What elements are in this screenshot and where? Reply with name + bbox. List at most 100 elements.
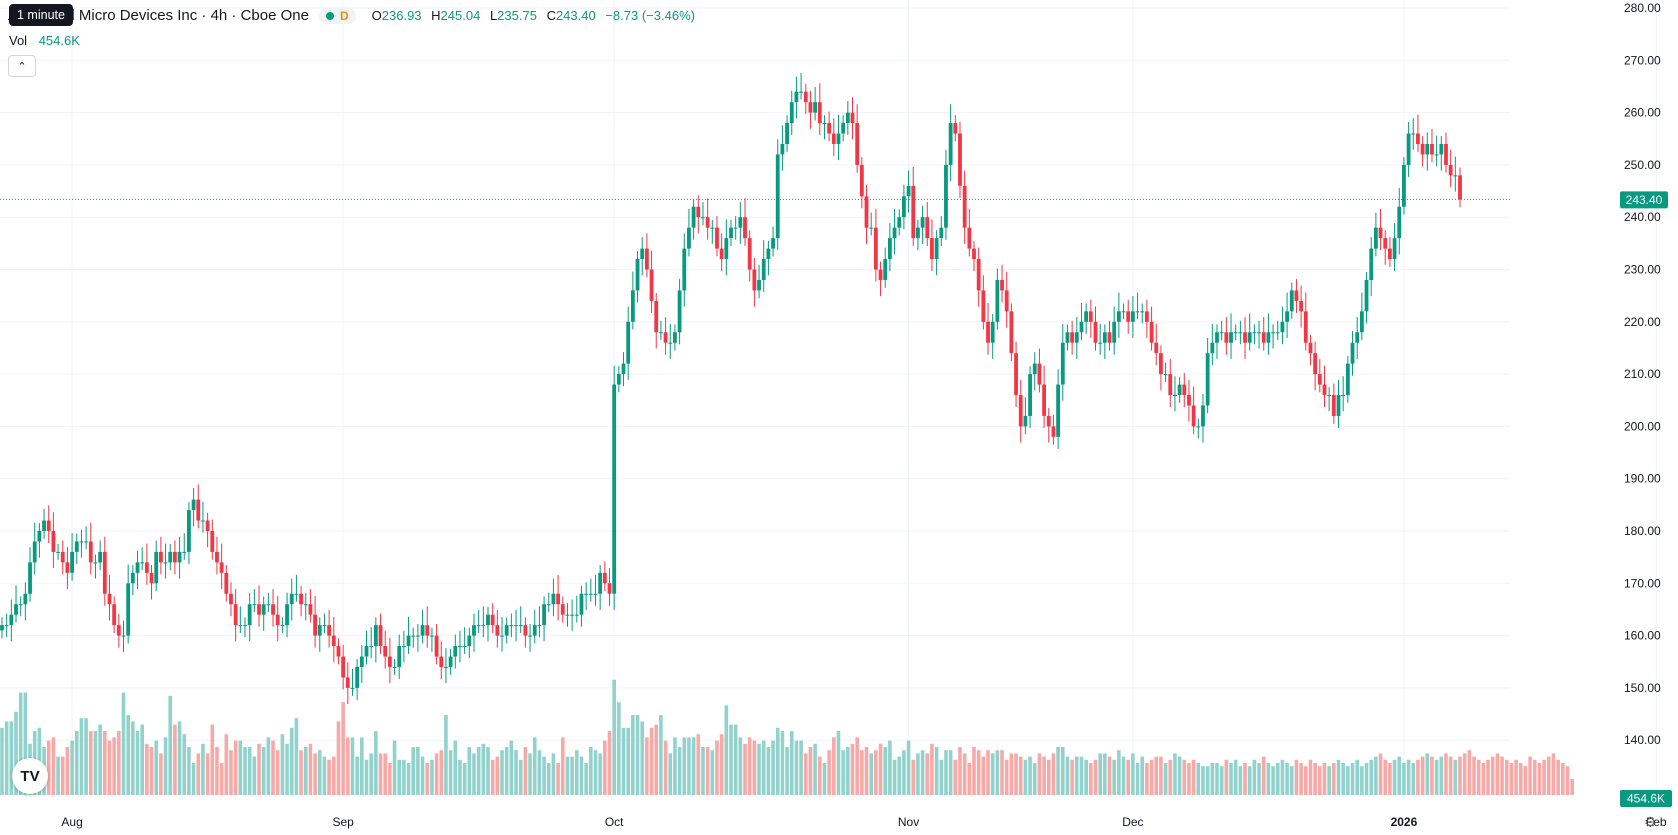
candle [1163, 362, 1168, 382]
volume-bar [1360, 766, 1364, 795]
candle [1322, 365, 1327, 408]
candle [416, 624, 420, 652]
volume-bar [1565, 766, 1570, 795]
volume-bar [1191, 759, 1196, 795]
candle [1060, 323, 1065, 401]
volume-bar [112, 737, 116, 795]
volume-bar [654, 724, 659, 795]
candle [144, 543, 149, 585]
volume-bar [1509, 763, 1514, 795]
volume-bar [663, 740, 668, 795]
volume-label: Vol [9, 33, 28, 48]
volume-bar [74, 731, 79, 795]
candle [556, 574, 560, 621]
candle [766, 240, 771, 276]
volume-bar [757, 743, 761, 795]
volume-bar [822, 763, 827, 795]
volume-bar [135, 731, 140, 795]
volume-bar [191, 763, 196, 795]
candle [1182, 373, 1187, 408]
volume-bar [1556, 759, 1560, 795]
volume-bar [205, 753, 210, 795]
candle [444, 648, 448, 684]
volume-bar [1177, 756, 1182, 795]
tradingview-logo-icon[interactable]: TV [12, 758, 48, 794]
volume-bar [1131, 753, 1135, 795]
candle [378, 613, 383, 654]
volume-bar [434, 753, 439, 795]
volume-bar [294, 718, 299, 795]
candle [626, 306, 631, 380]
candle [696, 195, 701, 234]
volume-bar [593, 750, 598, 795]
volume-bar [364, 759, 369, 795]
volume-bar [528, 753, 532, 795]
candle [350, 669, 355, 696]
volume-bar [1107, 756, 1112, 795]
collapse-legend-button[interactable]: ⌃ [8, 55, 36, 77]
market-status-pill[interactable]: D [318, 7, 356, 24]
candle [944, 149, 948, 240]
candle [1093, 306, 1098, 351]
candle [930, 219, 934, 272]
volume-bar [1037, 753, 1042, 795]
volume-bar [1369, 759, 1374, 795]
volume-bar [747, 737, 752, 795]
volume-bar [341, 702, 345, 795]
volume-bar [313, 753, 317, 795]
candle [364, 630, 369, 665]
volume-bar [1392, 759, 1397, 795]
price-tick-label: 160.00 [1624, 629, 1661, 643]
time-axis[interactable]: Aug Sep Oct Nov Dec 2026 Feb [61, 815, 1667, 829]
candle [191, 488, 196, 527]
volume-bar [378, 753, 383, 795]
last-price-badge [1620, 191, 1668, 209]
candle [9, 599, 14, 642]
volume-bar [1000, 750, 1004, 795]
volume-bar [981, 756, 986, 795]
candle [359, 645, 364, 684]
volume-bar [1089, 763, 1093, 795]
candle [654, 293, 659, 349]
candle [841, 115, 846, 142]
volume-bar [546, 763, 551, 795]
volume-bar [145, 743, 149, 795]
volume-bar [1014, 753, 1018, 795]
volume-bar [846, 747, 850, 795]
price-tick-label: 180.00 [1624, 524, 1661, 538]
volume-bar [467, 747, 472, 795]
volume-bar [551, 753, 556, 795]
volume-bar [1070, 759, 1074, 795]
volume-bar [649, 727, 654, 795]
volume-bar [1280, 759, 1285, 795]
volume-bar [1173, 753, 1177, 795]
candle [126, 564, 131, 644]
gear-icon[interactable]: ⚙ [1644, 814, 1657, 830]
price-axis[interactable]: 280.00 270.00 260.00 250.00 240.00 230.00 220.… [1624, 1, 1661, 747]
candle [939, 216, 944, 246]
candle [621, 352, 626, 387]
candle [598, 564, 603, 610]
volume-bar [509, 740, 514, 795]
candle [518, 606, 523, 633]
candle [257, 585, 261, 627]
candle [238, 606, 243, 633]
candle [1294, 278, 1299, 313]
volume-bar [1462, 753, 1467, 795]
volume-bar [1439, 756, 1444, 795]
volume-bar [416, 747, 420, 795]
symbol-title[interactable]: Advanced Micro Devices Inc · 4h · Cboe O… [8, 7, 309, 24]
volume-bar [860, 750, 864, 795]
volume-bar [1210, 763, 1215, 795]
candle [850, 97, 855, 140]
volume-bar [1229, 763, 1233, 795]
volume-bar [1084, 759, 1088, 795]
volume-bar [687, 737, 691, 795]
volume-bar [173, 724, 177, 795]
candle [523, 617, 528, 648]
volume-bar [911, 759, 916, 795]
candle [785, 115, 789, 152]
candle [495, 609, 500, 648]
candle [799, 72, 803, 100]
